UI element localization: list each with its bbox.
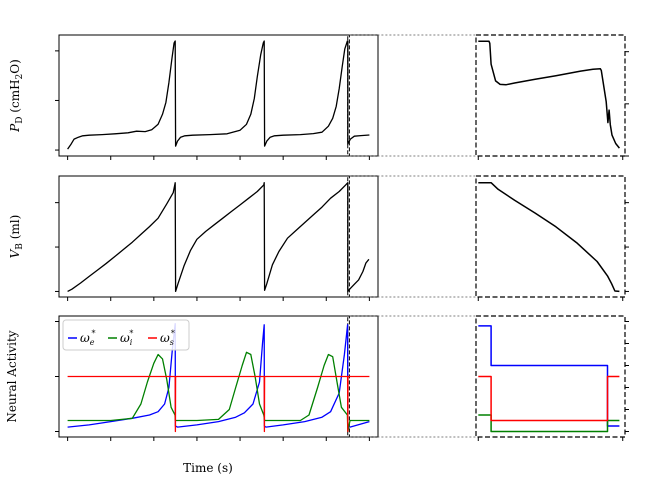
x-axis-label: Time (s) xyxy=(183,461,233,475)
legend-label: ωe* xyxy=(80,329,96,347)
series-line-omega_e xyxy=(67,323,370,428)
legend-label: ωs* xyxy=(160,329,175,347)
y-axis-label-na: Neural Activity xyxy=(5,330,19,422)
zoom-series-line-omega_s xyxy=(478,375,620,422)
zoom-series-line-omega_i xyxy=(478,414,620,433)
plot-frame-pd xyxy=(58,34,379,157)
series-line-omega_s xyxy=(67,375,370,433)
y-axis-label-pd: PD (cmH2O) xyxy=(8,59,25,133)
zoom-series-line-omega_e xyxy=(478,325,620,427)
zoom-window-marker-pd xyxy=(347,34,350,157)
zoom-series-line-P_D xyxy=(478,40,620,149)
series-line-omega_i xyxy=(67,351,370,433)
legend-box xyxy=(62,319,190,351)
series-line-V_B xyxy=(67,182,370,293)
zoom-window-marker-vb xyxy=(347,175,350,298)
series-line-P_D xyxy=(67,40,370,150)
legend-label: ωi* xyxy=(120,329,133,347)
y-axis-label-vb: VB (ml) xyxy=(8,215,25,259)
plot-frame-vb xyxy=(58,175,379,298)
zoom-series-line-V_B xyxy=(478,181,620,293)
